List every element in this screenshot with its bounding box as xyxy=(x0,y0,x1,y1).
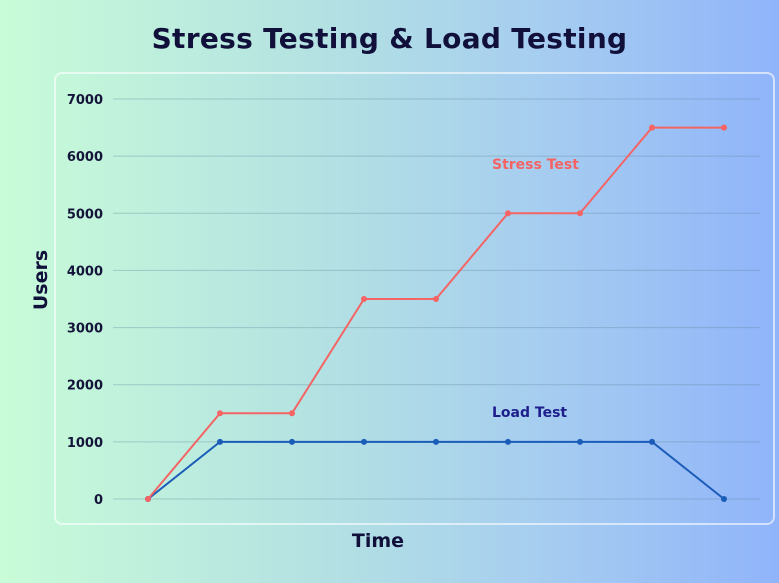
y-tick-label: 0 xyxy=(94,493,103,508)
y-tick-label: 1000 xyxy=(67,436,103,451)
data-point-load-test xyxy=(505,438,511,445)
data-point-stress-test xyxy=(649,124,655,131)
series-line-load-test xyxy=(147,440,725,500)
data-point-stress-test xyxy=(289,410,295,417)
y-tick-label: 4000 xyxy=(67,264,103,279)
data-point-load-test xyxy=(361,438,367,445)
series-label-load-test: Load Test xyxy=(492,405,567,421)
y-tick-label: 7000 xyxy=(67,93,103,108)
data-point-load-test xyxy=(433,438,439,445)
data-point-stress-test xyxy=(577,210,583,217)
y-axis-label: Users xyxy=(30,250,52,310)
data-point-stress-test xyxy=(433,296,439,302)
chart-title: Stress Testing & Load Testing xyxy=(151,22,628,55)
data-point-load-test xyxy=(721,496,727,502)
plot-panel xyxy=(54,72,775,525)
data-point-stress-test xyxy=(145,496,151,502)
data-point-stress-test xyxy=(721,124,727,131)
y-tick-label: 5000 xyxy=(67,207,103,222)
data-point-stress-test xyxy=(361,296,367,302)
data-point-load-test xyxy=(289,438,295,445)
y-tick-label: 3000 xyxy=(67,322,103,337)
data-point-load-test xyxy=(217,438,223,445)
data-point-stress-test xyxy=(217,410,223,417)
data-point-stress-test xyxy=(505,210,511,217)
series-label-stress-test: Stress Test xyxy=(492,157,579,173)
data-point-load-test xyxy=(577,438,583,445)
y-tick-label: 2000 xyxy=(67,379,103,394)
data-point-load-test xyxy=(649,438,655,445)
y-tick-label: 6000 xyxy=(67,150,103,165)
x-axis-label: Time xyxy=(352,530,404,552)
